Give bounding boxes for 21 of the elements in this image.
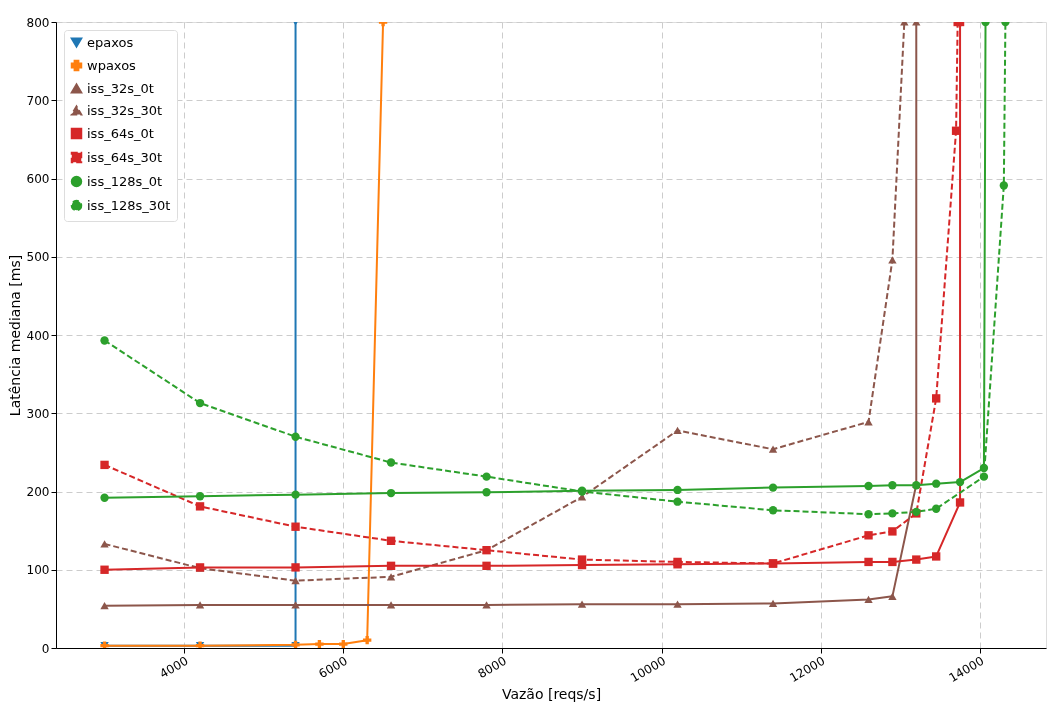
x-axis-title: Vazão [reqs/s] <box>501 686 602 703</box>
y-tick-label: 100 <box>26 563 50 578</box>
y-tick-label: 700 <box>26 93 50 108</box>
y-axis-title: Latência mediana [ms] <box>6 254 23 417</box>
legend-label: epaxos <box>87 34 134 50</box>
legend-label: iss_64s_30t <box>87 149 163 165</box>
y-tick-label: 0 <box>41 641 50 656</box>
y-tick-label: 400 <box>26 328 50 343</box>
legend-label: iss_32s_0t <box>87 80 154 96</box>
y-tick-label: 200 <box>26 485 50 499</box>
legend-label: iss_32s_30t <box>87 102 163 118</box>
x-tick-label: 4000 <box>157 653 191 682</box>
legend-label: iss_64s_0t <box>87 125 154 141</box>
legend-label: iss_128s_0t <box>87 173 163 189</box>
legend-label: iss_128s_30t <box>87 197 171 213</box>
x-tick-label: 6000 <box>316 653 350 682</box>
y-tick-label: 600 <box>26 172 50 186</box>
legend-label: wpaxos <box>87 57 137 73</box>
y-tick-label: 500 <box>26 250 50 265</box>
y-tick-label: 800 <box>26 15 50 30</box>
y-tick-label: 300 <box>26 406 50 421</box>
